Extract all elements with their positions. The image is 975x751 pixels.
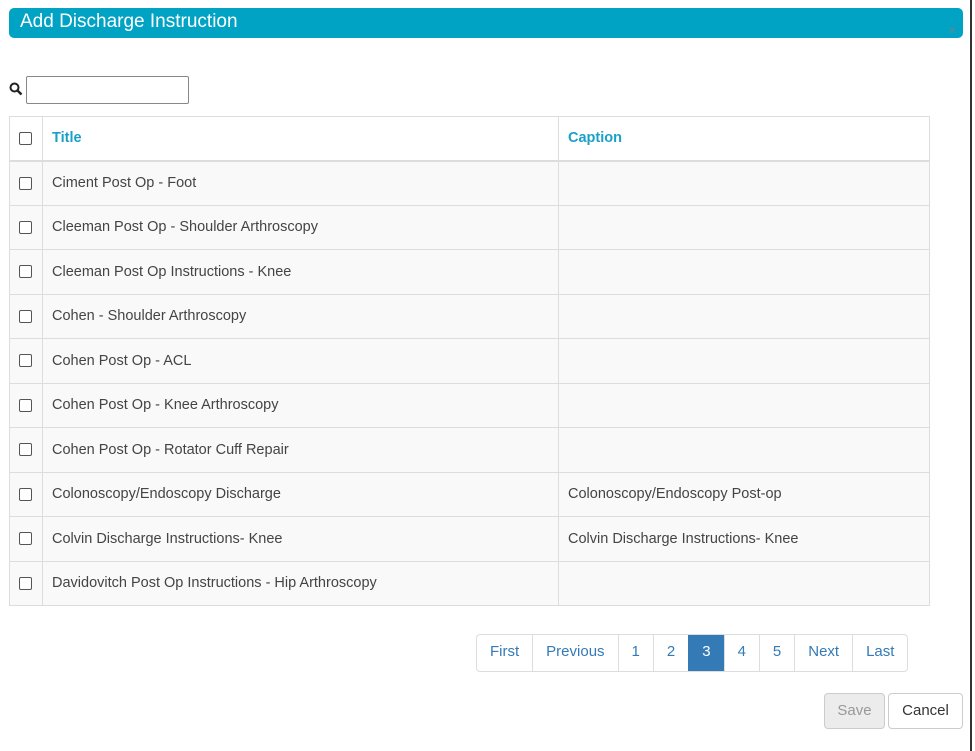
- page-4[interactable]: 4: [723, 635, 759, 671]
- row-checkbox[interactable]: [19, 309, 32, 323]
- page-first[interactable]: First: [490, 643, 520, 660]
- row-caption: [558, 338, 930, 384]
- row-caption: [558, 427, 930, 473]
- table-row[interactable]: Davidovitch Post Op Instructions - Hip A…: [9, 560, 930, 606]
- column-header-caption[interactable]: Caption: [558, 116, 930, 162]
- table-row[interactable]: Colonoscopy/Endoscopy Discharge Colonosco…: [9, 471, 930, 517]
- row-title: Ciment Post Op - Foot: [42, 160, 559, 206]
- column-header-title[interactable]: Title: [42, 116, 559, 162]
- pagination: First Previous 1 2 3 4 5 Next Last: [476, 634, 909, 672]
- table-row[interactable]: Cohen Post Op - ACL: [9, 338, 930, 384]
- row-title: Colonoscopy/Endoscopy Discharge: [42, 471, 559, 517]
- row-checkbox[interactable]: [19, 398, 32, 412]
- row-title: Cohen Post Op - ACL: [42, 338, 559, 384]
- row-caption: [558, 249, 930, 295]
- instructions-table: Title Caption Ciment Post Op - Foot Cleem…: [9, 116, 930, 606]
- row-checkbox[interactable]: [19, 532, 32, 546]
- row-caption: [558, 160, 930, 206]
- page-2[interactable]: 2: [652, 635, 688, 671]
- search-input[interactable]: [26, 76, 189, 104]
- row-caption: [558, 560, 930, 606]
- row-title: Cleeman Post Op Instructions - Knee: [42, 249, 559, 295]
- row-title: Colvin Discharge Instructions- Knee: [42, 516, 559, 562]
- close-icon[interactable]: ×: [948, 22, 957, 39]
- row-caption: Colonoscopy/Endoscopy Post-op: [558, 471, 930, 517]
- row-caption: Colvin Discharge Instructions- Knee: [558, 516, 930, 562]
- table-row[interactable]: Cohen - Shoulder Arthroscopy: [9, 293, 930, 339]
- row-checkbox[interactable]: [19, 354, 32, 368]
- window-border: [970, 0, 972, 751]
- row-checkbox[interactable]: [19, 265, 32, 279]
- page-1[interactable]: 1: [617, 635, 653, 671]
- row-title: Davidovitch Post Op Instructions - Hip A…: [42, 560, 559, 606]
- select-all-checkbox[interactable]: [19, 131, 32, 145]
- page-5[interactable]: 5: [758, 635, 794, 671]
- row-title: Cohen Post Op - Knee Arthroscopy: [42, 382, 559, 428]
- row-title: Cleeman Post Op - Shoulder Arthroscopy: [42, 204, 559, 250]
- row-checkbox[interactable]: [19, 443, 32, 457]
- page-next[interactable]: Next: [794, 635, 852, 671]
- row-caption: [558, 204, 930, 250]
- row-title: Cohen Post Op - Rotator Cuff Repair: [42, 427, 559, 473]
- row-caption: [558, 382, 930, 428]
- search-icon: [9, 82, 23, 96]
- table-row[interactable]: Ciment Post Op - Foot: [9, 160, 930, 206]
- table-row[interactable]: Colvin Discharge Instructions- Knee Colvi…: [9, 516, 930, 562]
- page-last[interactable]: Last: [852, 635, 907, 671]
- row-checkbox[interactable]: [19, 487, 32, 501]
- row-title: Cohen - Shoulder Arthroscopy: [42, 293, 559, 339]
- dialog-title: Add Discharge Instruction: [20, 11, 238, 32]
- table-row[interactable]: Cohen Post Op - Knee Arthroscopy: [9, 382, 930, 428]
- row-caption: [558, 293, 930, 339]
- table-row[interactable]: Cleeman Post Op - Shoulder Arthroscopy: [9, 204, 930, 250]
- cancel-button[interactable]: Cancel: [888, 693, 963, 729]
- dialog-header: Add Discharge Instruction ×: [9, 8, 963, 39]
- row-checkbox[interactable]: [19, 176, 32, 190]
- page-3[interactable]: 3: [688, 635, 724, 671]
- row-checkbox[interactable]: [19, 220, 32, 234]
- page-previous[interactable]: Previous: [532, 635, 617, 671]
- table-row[interactable]: Cleeman Post Op Instructions - Knee: [9, 249, 930, 295]
- save-button[interactable]: Save: [824, 693, 885, 729]
- table-row[interactable]: Cohen Post Op - Rotator Cuff Repair: [9, 427, 930, 473]
- row-checkbox[interactable]: [19, 576, 32, 590]
